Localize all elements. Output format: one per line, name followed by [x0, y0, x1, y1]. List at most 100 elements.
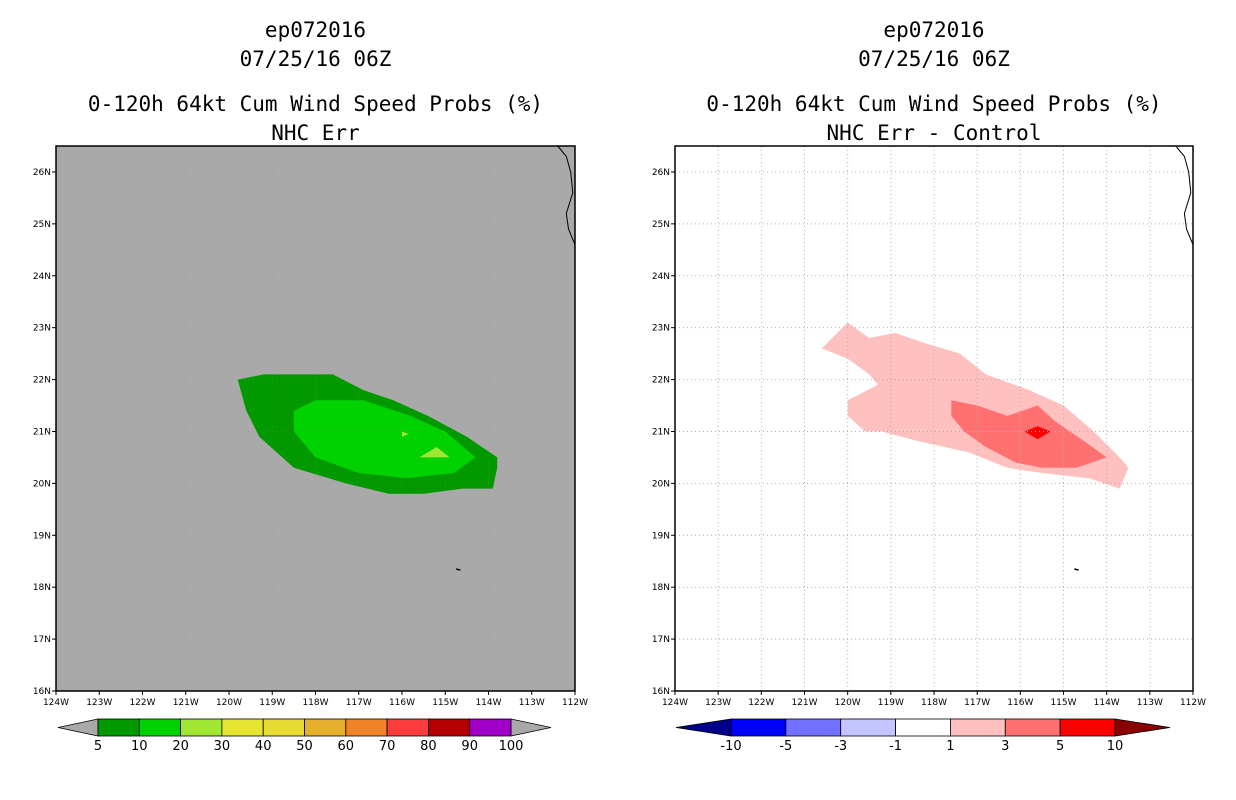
left-ytick-label: 25N [33, 220, 51, 230]
right-colorbar-swatch [1004, 718, 1061, 737]
left-ytick-label: 18N [33, 583, 51, 593]
left-xtick-label: 121W [173, 698, 199, 708]
right-ytick-label: 21N [652, 427, 670, 437]
left-xtick-label: 122W [129, 698, 155, 708]
left-xtick-label: 124W [43, 698, 69, 708]
left-colorbar-swatch [386, 718, 429, 737]
right-colorbar-swatch [950, 718, 1006, 737]
right-map-panel: 16N 17N 18N 19N 20N 21N 22N 23N 24N 25N 26N 124W 123… [652, 145, 1206, 754]
right-datetime: 07/25/16 06Z [858, 47, 1010, 71]
left-colorbar-label: 10 [131, 739, 148, 754]
right-xtick-label: 120W [835, 698, 861, 708]
right-ytick-label: 17N [652, 635, 670, 645]
right-coastline [1175, 145, 1194, 245]
right-ytick-label: 23N [652, 324, 670, 334]
right-xtick-label: 121W [791, 698, 817, 708]
left-ytick-label: 21N [33, 427, 51, 437]
right-colorbar-label: -10 [720, 739, 741, 754]
left-ytick-label: 16N [33, 687, 51, 697]
left-colorbar-label: 20 [172, 739, 189, 754]
left-colorbar-label: 60 [338, 739, 355, 754]
left-xtick-label: 113W [519, 698, 545, 708]
left-colorbar-swatch [345, 718, 388, 737]
right-colorbar-label: -5 [779, 739, 792, 754]
right-xtick-label: 123W [705, 698, 731, 708]
right-colorbar-extend-high [1114, 718, 1171, 737]
right-ytick-label: 24N [652, 272, 670, 282]
left-ytick-label: 23N [33, 324, 51, 334]
right-colorbar-swatch [785, 718, 842, 737]
right-xtick-label: 114W [1094, 698, 1120, 708]
right-xtick-label: 118W [921, 698, 947, 708]
left-colorbar-label: 40 [255, 739, 272, 754]
right-colorbar-label: 10 [1107, 739, 1124, 754]
left-xtick-label: 112W [562, 698, 588, 708]
left-colorbar-extend-high [510, 718, 552, 737]
right-colorbar-label: -1 [889, 739, 902, 754]
left-chart-title: 0-120h 64kt Cum Wind Speed Probs (%) NHC… [56, 90, 575, 148]
left-ytick-label: 19N [33, 531, 51, 541]
right-storm-id: ep072016 [883, 18, 985, 42]
right-xtick-label: 115W [1050, 698, 1076, 708]
left-colorbar-label: 70 [379, 739, 396, 754]
left-xtick-label: 119W [259, 698, 285, 708]
left-colorbar: 5 10 20 30 40 50 60 70 80 90 100 [57, 718, 552, 754]
left-chart-header: ep072016 07/25/16 06Z [56, 16, 575, 74]
left-xtick-label: 118W [302, 698, 328, 708]
left-colorbar-swatch [221, 718, 264, 737]
left-colorbar-swatch [469, 718, 512, 737]
right-title-line2: NHC Err - Control [826, 121, 1042, 145]
left-contour-20-30-2 [419, 447, 450, 458]
right-colorbar-swatch [840, 718, 896, 737]
right-ytick-label: 19N [652, 531, 670, 541]
right-contour-5-10-2 [1024, 426, 1051, 440]
left-xtick-label: 114W [475, 698, 501, 708]
left-xtick-label: 115W [432, 698, 458, 708]
left-colorbar-swatch [262, 718, 305, 737]
left-ytick-label: 17N [33, 635, 51, 645]
right-colorbar: -10 -5 -3 -1 1 3 5 10 [675, 718, 1171, 754]
right-colorbar-swatch [1059, 718, 1116, 737]
left-colorbar-extend-low [57, 718, 99, 737]
left-colorbar-swatch [427, 718, 471, 737]
right-xtick-label: 113W [1137, 698, 1163, 708]
right-chart-header: ep072016 07/25/16 06Z [675, 16, 1193, 74]
left-xtick-label: 117W [346, 698, 372, 708]
right-ytick-label: 22N [652, 376, 670, 386]
right-island [1074, 568, 1079, 571]
right-ytick-label: 20N [652, 479, 670, 489]
left-colorbar-label: 80 [420, 739, 437, 754]
left-xtick-label: 120W [216, 698, 242, 708]
left-colorbar-label: 30 [214, 739, 231, 754]
right-colorbar-extend-low [675, 718, 732, 737]
left-contour-10-20-1 [293, 400, 476, 479]
left-title-line2: NHC Err [271, 121, 360, 145]
left-xtick-label: 123W [86, 698, 112, 708]
right-colorbar-label: 5 [1056, 739, 1064, 754]
right-title-line1: 0-120h 64kt Cum Wind Speed Probs (%) [706, 92, 1162, 116]
right-xtick-label: 112W [1180, 698, 1206, 708]
left-ytick-label: 26N [33, 168, 51, 178]
right-ytick-label: 25N [652, 220, 670, 230]
right-xtick-label: 117W [964, 698, 990, 708]
left-ytick-label: 22N [33, 376, 51, 386]
left-coastline [557, 145, 576, 245]
left-storm-id: ep072016 [264, 18, 367, 42]
left-island [455, 568, 461, 571]
left-colorbar-label: 5 [94, 739, 102, 754]
right-ytick-label: 18N [652, 583, 670, 593]
right-colorbar-label: 1 [946, 739, 954, 754]
left-ytick-label: 24N [33, 272, 51, 282]
left-colorbar-swatch [304, 718, 347, 737]
right-ytick-label: 26N [652, 168, 670, 178]
left-map-panel: 16N 17N 18N 19N 20N 21N 22N 23N 24N 25N 26N 124W 123… [33, 145, 588, 754]
left-ytick-label: 20N [33, 479, 51, 489]
left-xtick-label: 116W [389, 698, 415, 708]
right-ytick-label: 16N [652, 687, 670, 697]
left-contour-20-30-3 [402, 431, 409, 437]
right-chart-title: 0-120h 64kt Cum Wind Speed Probs (%) NHC… [675, 90, 1193, 148]
right-xtick-label: 122W [748, 698, 774, 708]
left-colorbar-swatch [138, 718, 182, 737]
right-xtick-label: 119W [878, 698, 904, 708]
